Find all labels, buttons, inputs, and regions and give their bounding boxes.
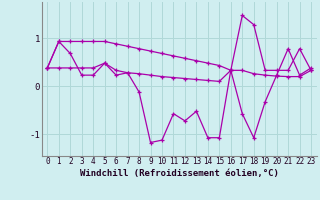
X-axis label: Windchill (Refroidissement éolien,°C): Windchill (Refroidissement éolien,°C) [80,169,279,178]
